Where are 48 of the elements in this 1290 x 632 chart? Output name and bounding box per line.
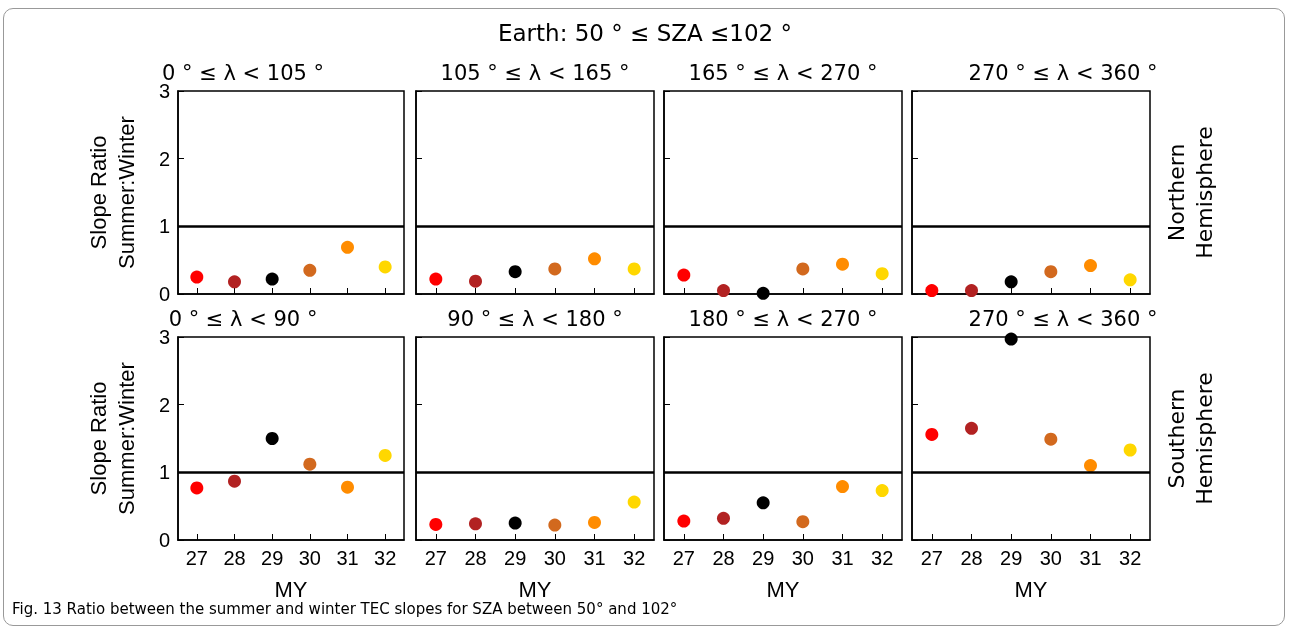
y-tick-label: 3 <box>158 326 170 348</box>
x-tick-label: 30 <box>543 547 566 569</box>
caption: Fig. 13 Ratio between the summer and winter TEC slopes for SZA between 50° and 102° <box>12 600 678 618</box>
y-tick-label: 2 <box>158 393 170 416</box>
x-tick-label: 28 <box>960 547 983 569</box>
y-tick-label: 1 <box>158 215 170 238</box>
x-axis-title: MY <box>518 576 552 602</box>
chart-title: 165 ° ≤ λ < 270 ° <box>688 60 878 85</box>
text: Earth: 50 ° ≤ SZA ≤102 ° <box>496 20 794 46</box>
x-axis-title: MY <box>766 576 800 602</box>
y-tick-label: 1 <box>158 461 170 484</box>
y-axis-title: Slope Ratio Summer:Winter <box>85 362 139 515</box>
x-tick-label: 31 <box>1079 547 1102 569</box>
chart-title: 0 ° ≤ λ < 90 ° <box>168 306 318 331</box>
chart-title: 270 ° ≤ λ < 360 ° <box>968 60 1158 85</box>
y2-axis-title: Southern Hemisphere <box>1163 372 1217 505</box>
x-tick-label: 32 <box>1119 547 1142 569</box>
y-tick-label: 0 <box>158 283 170 305</box>
chart-title: 270 ° ≤ λ < 360 ° <box>968 306 1158 331</box>
chart-title: 90 ° ≤ λ < 180 ° <box>447 306 623 331</box>
y-axis-title: Slope Ratio Summer:Winter <box>85 116 139 269</box>
x-tick-label: 30 <box>298 547 321 569</box>
x-tick-label: 32 <box>374 547 397 569</box>
x-tick-label: 31 <box>831 547 854 569</box>
y-tick-label: 2 <box>158 147 170 170</box>
y2-axis-title: Northern Hemisphere <box>1163 126 1217 259</box>
x-tick-label: 32 <box>871 547 894 569</box>
x-axis-title: MY <box>274 576 308 602</box>
x-tick-label: 30 <box>1039 547 1062 569</box>
x-axis-title: MY <box>1014 576 1048 602</box>
x-tick-label: 29 <box>504 547 527 569</box>
x-tick-label: 27 <box>185 547 208 569</box>
x-tick-label: 29 <box>1000 547 1023 569</box>
x-tick-label: 27 <box>672 547 695 569</box>
x-tick-label: 30 <box>791 547 814 569</box>
x-tick-label: 29 <box>752 547 775 569</box>
x-tick-label: 28 <box>712 547 735 569</box>
x-tick-label: 28 <box>223 547 246 569</box>
x-tick-label: 27 <box>424 547 447 569</box>
chart-title: 180 ° ≤ λ < 270 ° <box>688 306 878 331</box>
chart-title: 105 ° ≤ λ < 165 ° <box>440 60 630 85</box>
y-tick-label: 0 <box>158 529 170 551</box>
x-tick-label: 32 <box>623 547 646 569</box>
x-tick-label: 28 <box>464 547 487 569</box>
x-tick-label: 31 <box>583 547 606 569</box>
x-tick-label: 29 <box>261 547 284 569</box>
x-tick-label: 27 <box>920 547 943 569</box>
x-tick-label: 31 <box>336 547 359 569</box>
